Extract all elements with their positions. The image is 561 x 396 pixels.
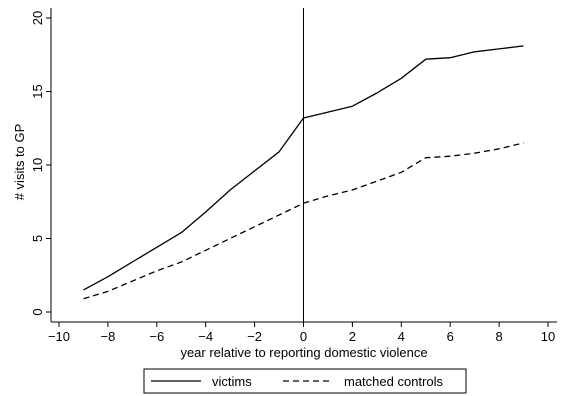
x-tick-label: 10 <box>541 329 555 344</box>
x-tick-label: −8 <box>100 329 115 344</box>
x-tick-label: 0 <box>300 329 307 344</box>
axes <box>50 8 557 323</box>
legend-label-matched-controls: matched controls <box>344 374 443 389</box>
legend-label-victims: victims <box>212 374 252 389</box>
series-lines <box>83 45 524 300</box>
series-line-victims <box>83 45 524 291</box>
ticks: −10 −8 −6 −4 −2 0 2 4 6 8 10 0 5 10 15 20 <box>30 11 555 344</box>
x-tick-label: −4 <box>198 329 213 344</box>
x-tick-label: 6 <box>447 329 454 344</box>
x-tick-label: 2 <box>349 329 356 344</box>
legend: victims matched controls <box>143 368 467 394</box>
y-axis-title: # visits to GP <box>12 124 27 201</box>
x-tick-label: −10 <box>48 329 70 344</box>
x-tick-label: −2 <box>247 329 262 344</box>
y-tick-label: 15 <box>30 84 45 98</box>
series-line-matched-controls <box>83 142 524 300</box>
x-axis-title: year relative to reporting domestic viol… <box>180 345 427 360</box>
y-tick-label: 5 <box>30 235 45 242</box>
x-tick-label: 8 <box>495 329 502 344</box>
y-tick-label: 10 <box>30 158 45 172</box>
y-tick-label: 0 <box>30 308 45 315</box>
x-tick-label: 4 <box>398 329 405 344</box>
x-tick-label: −6 <box>149 329 164 344</box>
y-tick-label: 20 <box>30 11 45 25</box>
